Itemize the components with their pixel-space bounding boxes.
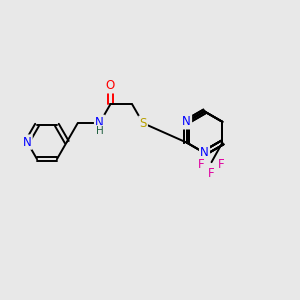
Text: F: F xyxy=(198,158,205,171)
Text: N: N xyxy=(95,116,104,129)
Text: O: O xyxy=(106,79,115,92)
Text: N: N xyxy=(182,115,191,128)
Text: N: N xyxy=(200,146,209,159)
Text: H: H xyxy=(96,126,103,136)
Text: F: F xyxy=(208,167,215,179)
Text: F: F xyxy=(218,158,225,171)
Text: S: S xyxy=(140,117,147,130)
Text: N: N xyxy=(23,136,32,148)
